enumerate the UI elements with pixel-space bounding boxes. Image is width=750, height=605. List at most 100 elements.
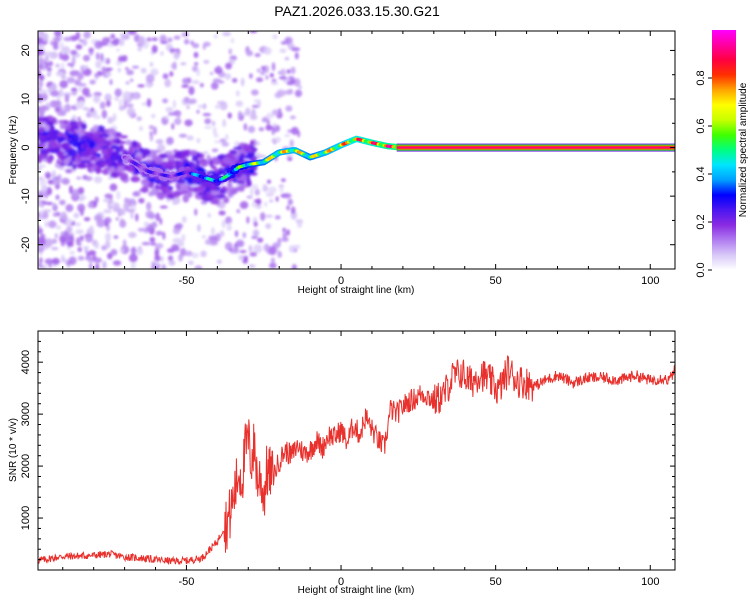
heatmap-noise-cell — [77, 116, 81, 122]
heatmap-noise-cell — [194, 62, 199, 66]
heatmap-noise-cell — [44, 171, 52, 179]
heatmap-noise-cell — [137, 227, 146, 232]
heatmap-cluster-cell — [239, 152, 245, 160]
heatmap-noise-cell — [137, 46, 143, 52]
heatmap-noise-cell — [105, 72, 112, 77]
heatmap-noise-cell — [52, 212, 58, 217]
heatmap-cluster-cell — [101, 148, 109, 156]
heatmap-noise-cell — [94, 196, 99, 204]
heatmap-noise-cell — [78, 241, 82, 247]
heatmap-noise-cell — [117, 67, 122, 73]
heatmap-noise-cell — [254, 188, 260, 196]
heatmap-noise-cell — [82, 245, 90, 250]
heatmap-noise-cell — [237, 110, 243, 119]
heatmap-noise-cell — [126, 103, 134, 108]
heatmap-noise-cell — [95, 52, 100, 61]
heatmap-noise-cell — [93, 94, 101, 104]
heatmap-noise-cell — [69, 250, 75, 256]
heatmap-cluster-cell — [108, 133, 114, 141]
heatmap-noise-cell — [149, 132, 154, 142]
heatmap-noise-cell — [162, 73, 169, 80]
heatmap-cluster-cell — [128, 144, 134, 152]
heatmap-cluster-cell — [71, 154, 76, 163]
heatmap-noise-cell — [148, 82, 154, 87]
heatmap-noise-cell — [50, 246, 59, 251]
heatmap-cluster-cell — [103, 167, 109, 175]
heatmap-noise-cell — [256, 68, 261, 73]
heatmap-noise-cell — [181, 234, 186, 242]
heatmap-noise-cell — [170, 62, 177, 70]
heatmap-noise-cell — [68, 185, 73, 194]
heatmap-cluster-cell — [148, 184, 154, 189]
heatmap-noise-cell — [271, 109, 280, 116]
heatmap-noise-cell — [243, 123, 248, 131]
heatmap-noise-cell — [225, 62, 232, 70]
colorbar: 0.0 0.2 0.4 0.6 0.8 Normalized spectral ampl… — [695, 30, 749, 278]
heatmap-noise-cell — [204, 125, 213, 130]
heatmap-noise-cell — [181, 216, 187, 223]
colorbar-tick-label: 0.8 — [695, 70, 707, 85]
heatmap-noise-cell — [125, 80, 130, 85]
heatmap-noise-cell — [274, 215, 281, 220]
heatmap-noise-cell — [143, 221, 150, 228]
heatmap-cluster-cell — [70, 125, 80, 130]
heatmap-cluster-cell — [152, 152, 158, 158]
heatmap-noise-cell — [282, 232, 287, 239]
heatmap-noise-cell — [263, 46, 272, 55]
heatmap-noise-cell — [246, 195, 253, 199]
heatmap-noise-cell — [265, 65, 269, 74]
heatmap-cluster-cell — [56, 159, 61, 164]
heatmap-noise-cell — [128, 231, 137, 239]
heatmap-cluster-cell — [191, 158, 199, 162]
heatmap-noise-cell — [255, 198, 262, 206]
heatmap-noise-cell — [281, 237, 289, 242]
heatmap-noise-cell — [145, 73, 155, 83]
y-tick-label: -20 — [20, 237, 32, 253]
heatmap-noise-cell — [104, 209, 110, 214]
heatmap-cluster-cell — [233, 146, 243, 150]
heatmap-noise-cell — [146, 202, 152, 211]
heatmap-noise-cell — [38, 63, 44, 70]
heatmap-noise-cell — [284, 56, 290, 61]
heatmap-noise-cell — [235, 101, 244, 107]
spectrogram-heatmap — [38, 31, 675, 269]
heatmap-noise-cell — [234, 246, 239, 254]
heatmap-cluster-cell — [181, 190, 189, 195]
heatmap-noise-cell — [289, 139, 294, 148]
heatmap-noise-cell — [66, 77, 76, 84]
heatmap-noise-cell — [245, 50, 253, 57]
heatmap-noise-cell — [249, 114, 258, 121]
heatmap-noise-cell — [109, 183, 118, 192]
heatmap-cluster-cell — [187, 191, 193, 198]
spectrogram-axes: -50 0 50 100 -20 -10 0 10 20 — [20, 31, 675, 287]
heatmap-cluster-cell — [150, 149, 161, 154]
heatmap-noise-cell — [265, 223, 272, 230]
heatmap-noise-cell — [260, 71, 266, 76]
heatmap-cluster-cell — [48, 125, 55, 133]
heatmap-cluster-cell — [63, 120, 69, 125]
heatmap-noise-cell — [166, 136, 174, 145]
heatmap-cluster-cell — [109, 166, 116, 172]
heatmap-noise-cell — [266, 112, 274, 119]
heatmap-noise-cell — [66, 225, 73, 234]
heatmap-noise-cell — [51, 90, 60, 97]
heatmap-noise-cell — [251, 184, 259, 190]
heatmap-cluster-cell — [105, 140, 112, 147]
heatmap-noise-cell — [61, 46, 71, 55]
heatmap-cluster-cell — [71, 162, 77, 170]
heatmap-cluster-cell — [72, 133, 80, 141]
heatmap-noise-cell — [297, 221, 303, 228]
y-tick-label: 2000 — [20, 454, 32, 478]
y-tick-label: 3000 — [20, 402, 32, 426]
heatmap-noise-cell — [168, 260, 176, 266]
heatmap-noise-cell — [38, 236, 42, 245]
heatmap-noise-cell — [56, 99, 61, 108]
heatmap-noise-cell — [269, 262, 277, 269]
heatmap-noise-cell — [155, 243, 164, 249]
heatmap-noise-cell — [38, 200, 43, 207]
heatmap-cluster-cell — [130, 175, 141, 183]
heatmap-noise-cell — [204, 239, 212, 245]
heatmap-noise-cell — [288, 245, 296, 253]
x-tick-label: -50 — [178, 275, 194, 287]
heatmap-noise-cell — [138, 197, 145, 204]
